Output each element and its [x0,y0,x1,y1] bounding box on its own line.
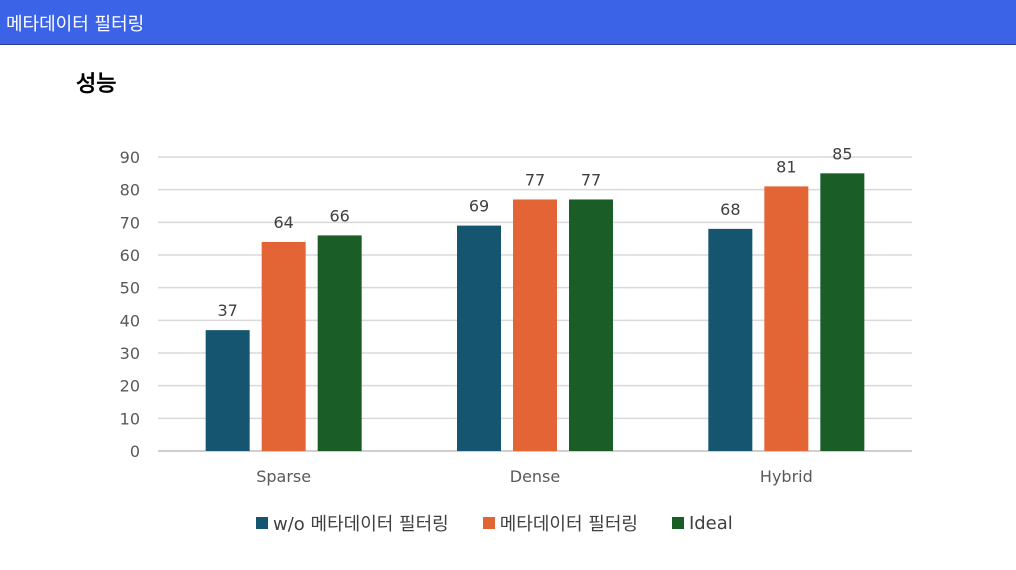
data-label: 77 [581,170,601,189]
bar [513,199,557,451]
title-bar: 메타데이터 필터링 [0,0,1016,45]
legend-item-wo-filter: w/o 메타데이터 필터링 [256,510,449,536]
bar [764,186,809,451]
y-tick-label: 50 [120,279,140,298]
data-label: 66 [329,206,349,225]
legend-label: w/o 메타데이터 필터링 [273,514,449,535]
legend-item-ideal: Ideal [671,512,733,534]
bar [205,330,250,451]
y-tick-label: 90 [120,148,140,167]
data-label: 68 [720,200,740,219]
page-title: 성능 [76,72,117,97]
bar [708,228,753,451]
y-tick-label: 0 [130,442,140,461]
data-label: 37 [217,301,237,320]
bar [457,225,501,451]
legend-swatch [671,517,684,529]
x-tick-label: Dense [510,467,560,486]
y-tick-label: 10 [120,409,140,428]
y-tick-label: 60 [120,246,140,265]
y-tick-label: 40 [120,311,140,330]
data-label: 69 [469,197,489,216]
data-label: 77 [525,170,545,189]
legend-label: Ideal [688,512,733,534]
data-label: 64 [273,213,293,232]
legend-label: 메타데이터 필터링 [499,514,638,535]
bar [261,241,306,451]
x-tick-label: Sparse [256,467,311,486]
x-tick-label: Hybrid [760,467,813,486]
y-tick-label: 20 [120,377,140,396]
bar [569,199,613,451]
bar [820,173,865,452]
y-tick-label: 70 [120,213,140,232]
legend-swatch [482,517,495,529]
app-title: 메타데이터 필터링 [6,14,145,35]
legend-item-filter: 메타데이터 필터링 [482,510,638,536]
data-label: 81 [776,157,796,176]
y-tick-label: 80 [120,181,140,200]
data-label: 85 [832,144,852,163]
legend-swatch [256,517,268,529]
chart-legend: w/o 메타데이터 필터링 메타데이터 필터링 Ideal [256,510,733,536]
y-tick-label: 30 [120,344,140,363]
bar [317,235,362,451]
